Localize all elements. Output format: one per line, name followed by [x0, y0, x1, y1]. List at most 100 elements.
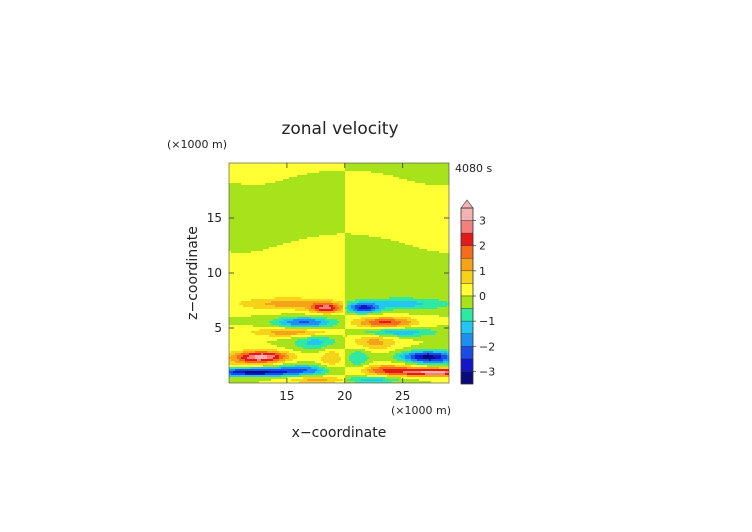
heatmap-cell: [347, 223, 350, 226]
heatmap-cell: [421, 251, 424, 254]
heatmap-cell: [357, 239, 360, 242]
heatmap-cell: [247, 181, 250, 184]
heatmap-cell: [301, 233, 304, 236]
heatmap-cell: [365, 191, 368, 194]
heatmap-cell: [295, 203, 298, 206]
heatmap-cell: [237, 233, 240, 236]
heatmap-cell: [283, 179, 286, 182]
heatmap-cell: [389, 209, 392, 212]
heatmap-cell: [291, 211, 294, 214]
heatmap-cell: [241, 183, 244, 186]
heatmap-cell: [263, 213, 266, 216]
heatmap-cell: [321, 223, 324, 226]
heatmap-cell: [419, 209, 422, 212]
heatmap-cell: [435, 211, 438, 214]
heatmap-cell: [445, 245, 448, 248]
heatmap-cell: [301, 251, 304, 254]
heatmap-cell: [303, 181, 306, 184]
heatmap-cell: [353, 183, 356, 186]
heatmap-cell: [397, 165, 400, 168]
heatmap-cell: [243, 203, 246, 206]
heatmap-cell: [385, 251, 388, 254]
heatmap-cell: [423, 181, 426, 184]
heatmap-cell: [239, 235, 242, 238]
heatmap-cell: [379, 205, 382, 208]
heatmap-cell: [319, 219, 322, 222]
heatmap-cell: [391, 193, 394, 196]
heatmap-cell: [249, 241, 252, 244]
heatmap-cell: [437, 231, 440, 234]
heatmap-cell: [385, 243, 388, 246]
heatmap-cell: [445, 183, 448, 186]
heatmap-cell: [381, 235, 384, 238]
heatmap-cell: [305, 179, 308, 182]
heatmap-cell: [299, 223, 302, 226]
heatmap-cell: [443, 229, 446, 232]
heatmap-cell: [397, 221, 400, 224]
heatmap-cell: [331, 193, 334, 196]
heatmap-cell: [373, 189, 376, 192]
heatmap-cell: [259, 239, 262, 242]
heatmap-cell: [303, 199, 306, 202]
heatmap-cell: [233, 179, 236, 182]
heatmap-cell: [301, 223, 304, 226]
heatmap-cell: [229, 169, 232, 172]
heatmap-cell: [335, 245, 338, 248]
heatmap-cell: [441, 163, 444, 166]
heatmap-cell: [393, 209, 396, 212]
heatmap-cell: [253, 205, 256, 208]
heatmap-cell: [381, 211, 384, 214]
heatmap-cell: [431, 205, 434, 208]
heatmap-cell: [389, 213, 392, 216]
heatmap-cell: [351, 227, 354, 230]
heatmap-cell: [245, 209, 248, 212]
heatmap-cell: [255, 253, 258, 256]
heatmap-cell: [397, 209, 400, 212]
heatmap-cell: [315, 241, 318, 244]
heatmap-cell: [341, 241, 344, 244]
heatmap-cell: [327, 237, 330, 240]
heatmap-cell: [355, 241, 358, 244]
heatmap-cell: [345, 215, 348, 218]
heatmap-cell: [273, 183, 276, 186]
heatmap-cell: [357, 177, 360, 180]
heatmap-cell: [311, 189, 314, 192]
heatmap-cell: [303, 209, 306, 212]
heatmap-cell: [349, 243, 352, 246]
heatmap-cell: [319, 163, 322, 166]
heatmap-cell: [293, 209, 296, 212]
heatmap-cell: [319, 229, 322, 232]
heatmap-cell: [435, 251, 438, 254]
heatmap-cell: [277, 211, 280, 214]
heatmap-cell: [323, 211, 326, 214]
heatmap-cell: [353, 205, 356, 208]
heatmap-cell: [297, 195, 300, 198]
heatmap-cell: [353, 169, 356, 172]
heatmap-cell: [379, 195, 382, 198]
heatmap-cell: [281, 221, 284, 224]
heatmap-cell: [367, 163, 370, 166]
heatmap-cell: [319, 183, 322, 186]
heatmap-cell: [327, 169, 330, 172]
heatmap-cell: [275, 223, 278, 226]
heatmap-cell: [349, 247, 352, 250]
heatmap-cell: [407, 241, 410, 244]
heatmap-cell: [249, 207, 252, 210]
heatmap-cell: [259, 183, 262, 186]
heatmap-cell: [247, 213, 250, 216]
heatmap-cell: [421, 201, 424, 204]
heatmap-cell: [259, 223, 262, 226]
heatmap-cell: [393, 229, 396, 232]
heatmap-cell: [285, 207, 288, 210]
heatmap-cell: [273, 235, 276, 238]
heatmap-cell: [413, 173, 416, 176]
heatmap-cell: [249, 243, 252, 246]
heatmap-cell: [257, 193, 260, 196]
heatmap-cell: [231, 249, 234, 252]
heatmap-cell: [403, 193, 406, 196]
heatmap-cell: [279, 209, 282, 212]
heatmap-cell: [383, 215, 386, 218]
heatmap-cell: [429, 191, 432, 194]
heatmap-cell: [325, 239, 328, 242]
heatmap-cell: [321, 237, 324, 240]
